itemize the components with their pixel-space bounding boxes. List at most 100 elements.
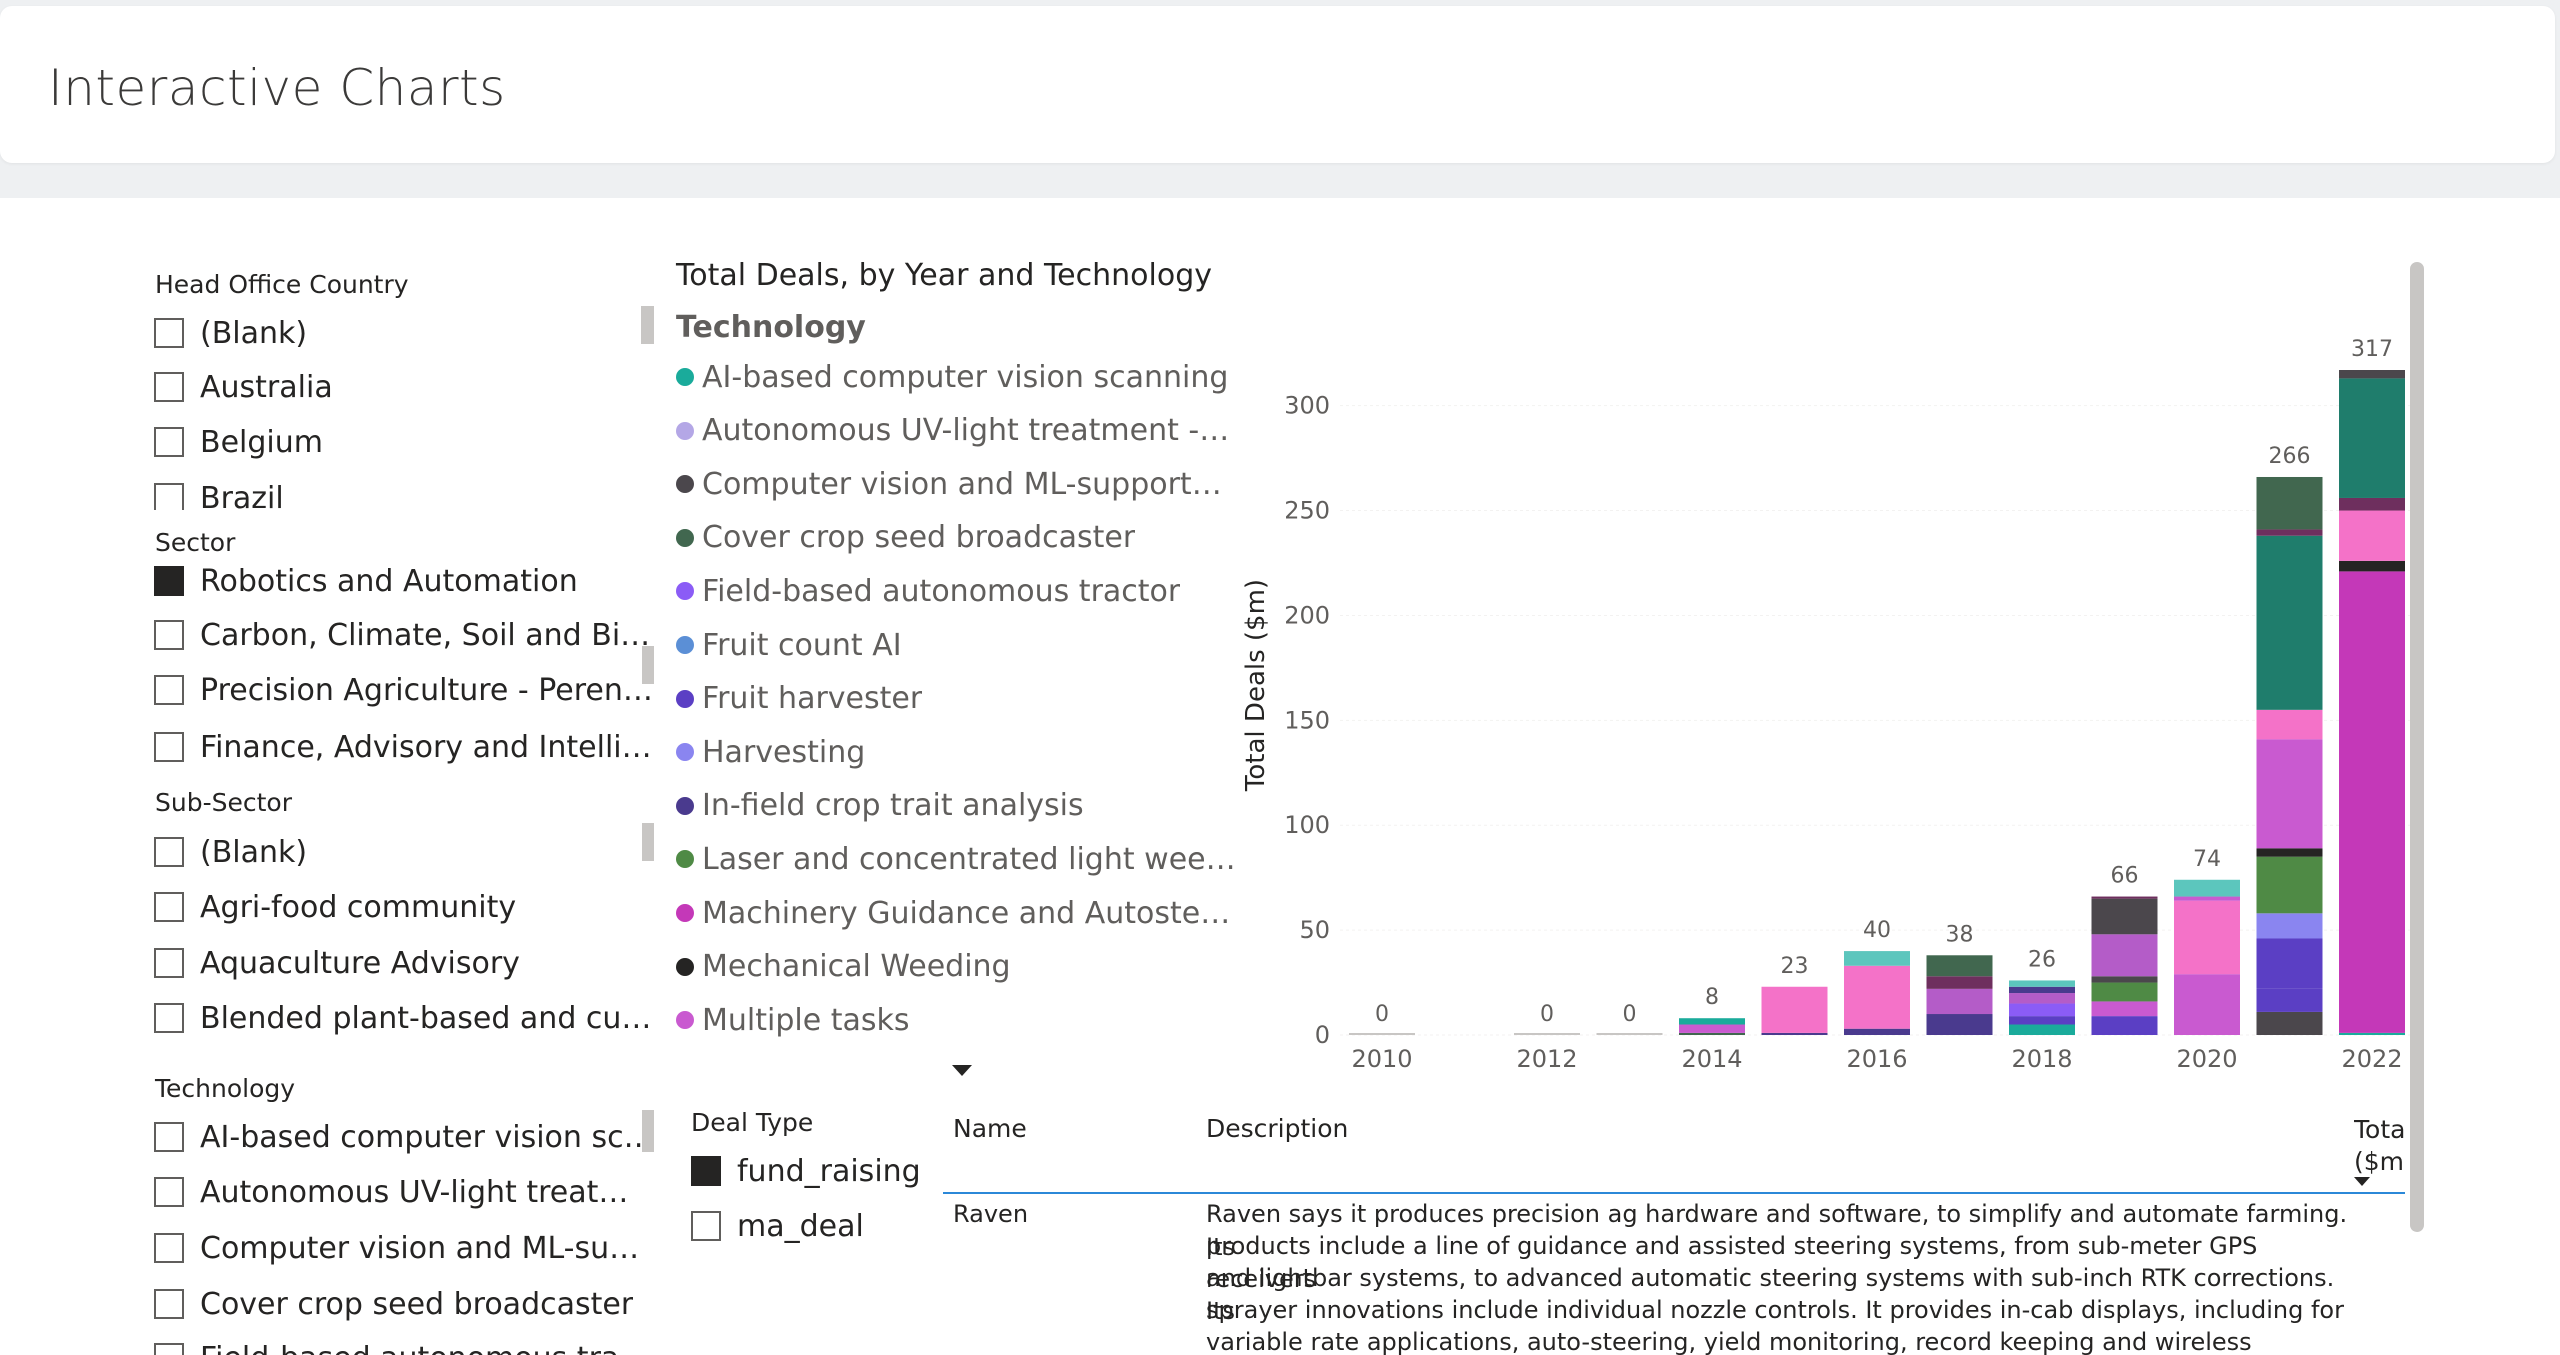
slicer-item-carbon-climate[interactable]: Carbon, Climate, Soil and Biodiv... [154,615,654,655]
legend-item[interactable]: Cover crop seed broadcaster [676,518,1236,558]
checkbox[interactable] [154,732,184,762]
checkbox[interactable] [154,675,184,705]
legend-item[interactable]: Mechanical Weeding [676,947,1236,987]
checkbox[interactable] [154,427,184,457]
slicer-item-blank[interactable]: (Blank) [154,313,654,353]
bar-segment [2256,856,2323,914]
legend-item[interactable]: Fruit count AI [676,625,1236,665]
bar-total-label: 40 [1863,918,1891,943]
bar-total-label: 66 [2111,864,2139,889]
slicer-title-deal-type: Deal Type [691,1108,814,1137]
report-canvas [0,198,2560,1355]
bar-segment [2091,1001,2158,1017]
slicer-item-blended-plant-based[interactable]: Blended plant-based and cultiv... [154,998,654,1038]
bar-segment [1844,951,1910,966]
description-line: products include a line of guidance and … [1206,1232,2258,1293]
sort-descending-icon[interactable] [2354,1177,2370,1186]
legend-dot-icon [676,636,694,654]
y-tick-label: 150 [1284,706,1330,734]
legend-item[interactable]: Harvesting [676,732,1236,772]
checkbox[interactable] [154,892,184,922]
slicer-item-brazil[interactable]: Brazil [154,478,654,510]
slicer-item-blank[interactable]: (Blank) [154,832,654,872]
slicer-item-australia[interactable]: Australia [154,367,654,407]
slicer-item-field-based-tractor[interactable]: Field-based autonomous tractor [154,1338,654,1355]
bar-total-label: 38 [1946,922,1974,947]
legend-label: Mechanical Weeding [702,949,1011,985]
legend-item[interactable]: In-field crop trait analysis [676,786,1236,826]
x-tick-label: 2010 [1351,1045,1412,1073]
bar-segment [2339,370,2405,379]
legend-item[interactable]: Machinery Guidance and Autosteerin... [676,893,1236,933]
slicer-item-computer-vision-ml[interactable]: Computer vision and ML-suppo... [154,1228,654,1268]
bar-total-label: 317 [2351,337,2393,362]
slicer-item-agri-food-community[interactable]: Agri-food community [154,887,654,927]
slicer-item-belgium[interactable]: Belgium [154,422,654,462]
bar-total-label: 23 [1781,954,1809,979]
table-header-name[interactable]: Name [953,1114,1027,1143]
table-header-description[interactable]: Description [1206,1114,1349,1143]
legend-item[interactable]: Computer vision and ML-supported ... [676,464,1236,504]
bar-segment [2174,879,2240,897]
bar-segment [2174,974,2240,1035]
table-cell-description: Raven says it produces precision ag hard… [1206,1198,2356,1355]
slicer-technology[interactable]: AI-based computer vision scann... Autono… [150,1108,660,1355]
table-header-divider [943,1192,2405,1194]
legend-dot-icon [676,475,694,494]
checkbox[interactable] [154,1177,184,1207]
legend-label: Computer vision and ML-supported ... [702,466,1236,502]
checkbox-checked[interactable] [691,1156,721,1186]
stacked-bar-chart[interactable]: 0 50 100 150 200 250 300 0 0 0 8 23 40 38 26 66 74 266 31… [1230,255,2430,1090]
legend-label: Harvesting [702,734,866,770]
bar-segment [2174,896,2240,901]
legend-item[interactable]: Fruit harvester [676,679,1236,719]
slicer-item-robotics-and-automation[interactable]: Robotics and Automation [154,561,654,601]
scrollbar-legend[interactable] [641,306,653,344]
checkbox[interactable] [154,318,184,348]
slicer-item-fund-raising[interactable]: fund_raising [691,1151,951,1191]
slicer-item-finance-advisory[interactable]: Finance, Advisory and Intelligen... [154,727,654,767]
scrollbar-sector[interactable] [642,646,654,684]
slicer-item-ma-deal[interactable]: ma_deal [691,1206,951,1246]
legend-scroll-down-icon[interactable] [952,1065,972,1076]
bar-segment [1349,1033,1415,1035]
slicer-head-office-country[interactable]: (Blank) Australia Belgium Brazil [150,310,660,510]
legend-item[interactable]: Multiple tasks [676,1000,1236,1040]
checkbox[interactable] [154,948,184,978]
slicer-item-autonomous-uv-light[interactable]: Autonomous UV-light treatmen... [154,1172,654,1212]
checkbox[interactable] [154,1122,184,1152]
bar-segment [2256,709,2323,740]
checkbox[interactable] [154,1003,184,1033]
table-header-total[interactable]: Total ($m) [2354,1115,2406,1176]
bar-segment [2256,938,2323,989]
bar-segment [2091,898,2158,935]
bar-segment [2339,510,2405,561]
y-tick-label: 0 [1315,1021,1330,1049]
checkbox[interactable] [154,483,184,510]
checkbox-checked[interactable] [154,566,184,596]
checkbox[interactable] [154,1343,184,1355]
legend-item[interactable]: AI-based computer vision scanning [676,357,1236,397]
checkbox[interactable] [154,837,184,867]
checkbox[interactable] [154,620,184,650]
legend-item[interactable]: Laser and concentrated light weeding [676,839,1236,879]
checkbox[interactable] [691,1211,721,1241]
bar-segment [2256,739,2323,849]
slicer-item-precision-agriculture[interactable]: Precision Agriculture - Perennial... [154,670,654,710]
scrollbar-technology[interactable] [642,1110,654,1152]
slicer-item-ai-based-computer-vision[interactable]: AI-based computer vision scann... [154,1117,654,1157]
legend-item[interactable]: Field-based autonomous tractor [676,571,1236,611]
legend-title: Technology [676,310,866,345]
scrollbar-sub-sector[interactable] [642,823,654,861]
checkbox[interactable] [154,1233,184,1263]
slicer-item-aquaculture-advisory[interactable]: Aquaculture Advisory [154,943,654,983]
legend-label: Field-based autonomous tractor [702,573,1181,609]
checkbox[interactable] [154,372,184,402]
checkbox[interactable] [154,1289,184,1319]
legend-dot-icon [676,904,694,922]
bar-segment [1926,1014,1993,1035]
slicer-item-cover-crop-seed[interactable]: Cover crop seed broadcaster [154,1284,654,1324]
legend-item[interactable]: Autonomous UV-light treatment - In... [676,411,1236,451]
legend-dot-icon [676,421,694,440]
visual-scrollbar[interactable] [2410,262,2424,1232]
